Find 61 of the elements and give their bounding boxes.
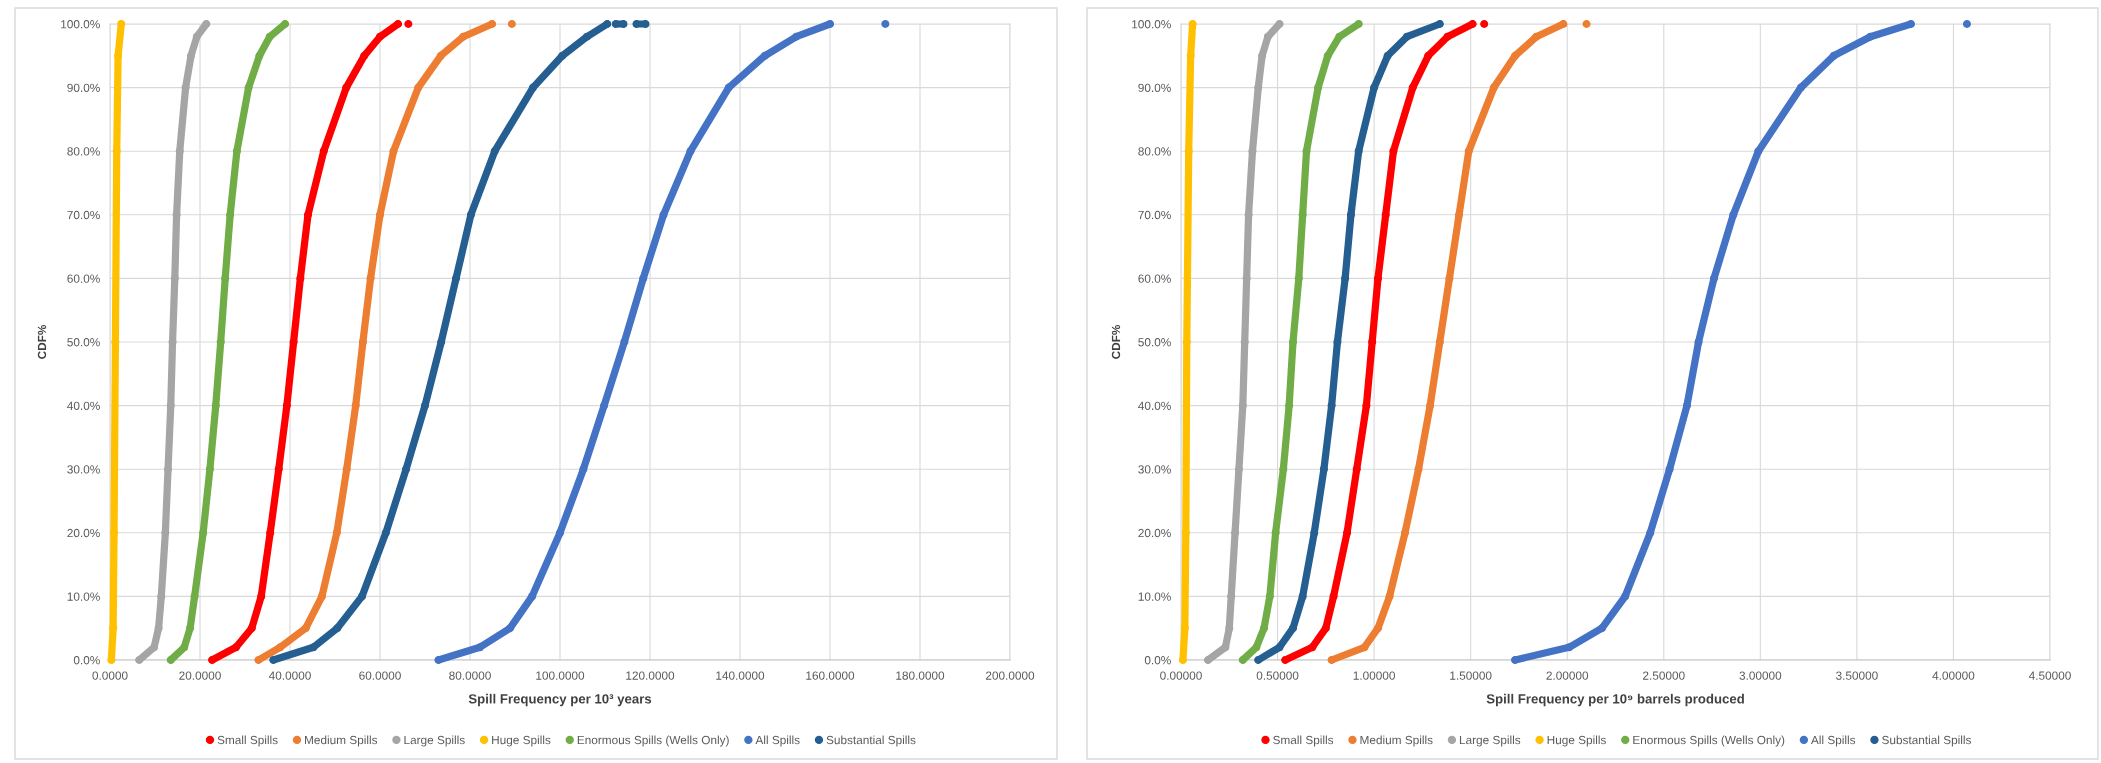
x-axis-title: Spill Frequency per 10³ years: [468, 693, 652, 707]
legend-label: Large Spills: [404, 735, 465, 747]
y-tick-label: 70.0%: [1138, 210, 1171, 220]
x-tick-label: 60.0000: [359, 671, 401, 680]
y-tick-label: 60.0%: [1138, 274, 1171, 283]
x-tick-label: 3.50000: [1836, 671, 1878, 680]
y-tick-label: 10.0%: [67, 592, 100, 601]
y-tick-label: 40.0%: [1138, 401, 1171, 410]
y-tick-label: 40.0%: [67, 401, 100, 410]
x-tick-label: 2.50000: [1643, 671, 1685, 680]
x-tick-label: 2.00000: [1546, 671, 1589, 680]
legend-label: Small Spills: [217, 735, 278, 747]
x-tick-label: 100.0000: [536, 671, 585, 680]
x-tick-label: 0.0000: [92, 671, 128, 680]
x-tick-label: 4.00000: [1932, 671, 1975, 680]
y-tick-label: 20.0%: [67, 528, 100, 538]
y-tick-label: 90.0%: [67, 83, 100, 92]
x-tick-label: 1.50000: [1450, 671, 1492, 680]
x-tick-label: 160.0000: [806, 671, 855, 680]
y-tick-label: 20.0%: [1138, 528, 1171, 538]
y-axis-title: CDF%: [37, 324, 47, 359]
x-axis-title: Spill Frequency per 10⁹ barrels produced: [1486, 693, 1744, 707]
y-tick-label: 0.0%: [1144, 656, 1171, 665]
legend-label: Large Spills: [1459, 735, 1521, 747]
legend-label: All Spills: [755, 735, 800, 747]
y-tick-label: 80.0%: [67, 147, 100, 156]
legend-label: Substantial Spills: [826, 735, 916, 747]
x-tick-label: 180.0000: [896, 671, 945, 680]
x-tick-label: 80.0000: [449, 671, 491, 680]
x-tick-label: 0.50000: [1256, 671, 1299, 680]
y-tick-label: 50.0%: [1138, 338, 1171, 347]
legend-label: Medium Spills: [305, 735, 378, 747]
x-tick-label: 20.0000: [179, 671, 221, 680]
y-axis-title: CDF%: [1111, 324, 1121, 359]
y-tick-label: 30.0%: [67, 465, 100, 474]
x-tick-label: 4.50000: [2028, 671, 2071, 680]
legend-label: All Spills: [1810, 735, 1856, 747]
y-tick-label: 10.0%: [1138, 592, 1171, 601]
legend-label: Enormous Spills (Wells Only): [577, 735, 729, 747]
legend-label: Medium Spills: [1360, 735, 1433, 747]
x-tick-label: 40.0000: [268, 671, 311, 680]
y-tick-label: 0.0%: [73, 656, 100, 665]
x-tick-label: 200.0000: [985, 671, 1035, 680]
y-tick-label: 60.0%: [67, 274, 100, 283]
y-tick-label: 30.0%: [1138, 465, 1171, 474]
legend-label: Huge Spills: [1547, 735, 1606, 747]
y-tick-label: 80.0%: [1138, 147, 1171, 156]
y-tick-label: 50.0%: [67, 338, 100, 347]
x-tick-label: 140.0000: [716, 671, 765, 680]
y-tick-label: 70.0%: [67, 210, 100, 220]
x-tick-label: 120.0000: [626, 671, 675, 680]
y-tick-label: 100.0%: [1132, 20, 1171, 29]
x-tick-label: 0.00000: [1160, 671, 1202, 680]
legend-label: Huge Spills: [492, 735, 551, 747]
legend-label: Substantial Spills: [1882, 735, 1971, 747]
x-tick-label: 3.00000: [1739, 671, 1782, 680]
legend-label: Small Spills: [1273, 735, 1334, 747]
x-tick-label: 1.00000: [1353, 671, 1395, 680]
y-tick-label: 100.0%: [61, 20, 100, 29]
y-tick-label: 90.0%: [1138, 83, 1171, 92]
legend-label: Enormous Spills (Wells Only): [1633, 735, 1785, 747]
